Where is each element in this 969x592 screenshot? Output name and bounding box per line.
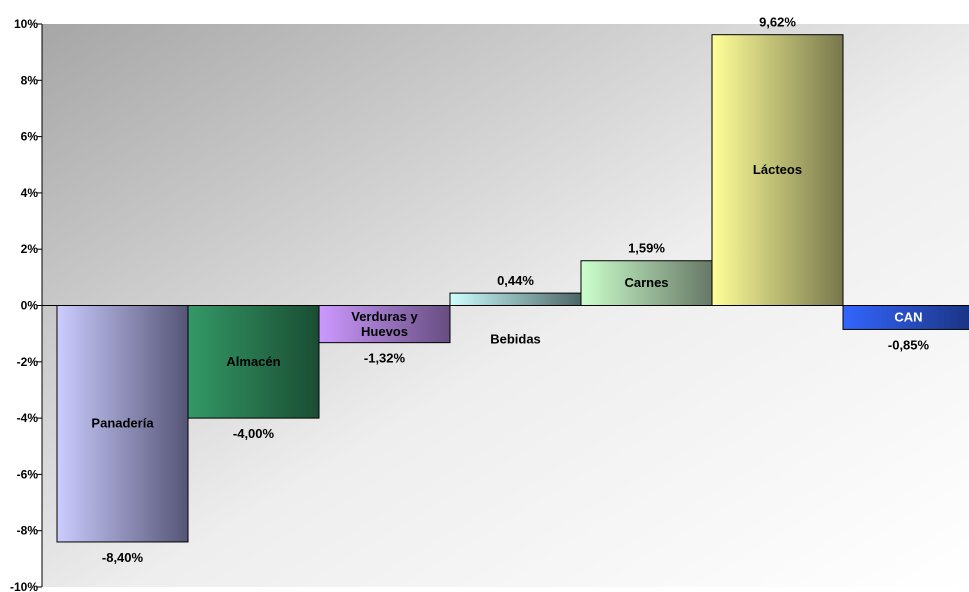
y-tick-label: 2%	[21, 242, 39, 256]
bar-bebidas	[449, 292, 582, 307]
y-tick-label: 8%	[21, 73, 39, 87]
value-label: -4,00%	[233, 426, 275, 441]
y-tick-label: -8%	[17, 524, 39, 538]
value-label: 9,62%	[759, 15, 796, 30]
bar-lacteos	[711, 34, 844, 307]
category-label: Lácteos	[753, 162, 802, 177]
bar-panaderia	[56, 305, 189, 543]
y-tick-label: 0%	[21, 299, 39, 313]
y-axis-ticks: 10% 8% 6% 4% 2% 0% -2% -4% -6% -8% -10%	[10, 17, 42, 592]
y-tick-label: 10%	[14, 17, 38, 31]
value-label: 1,59%	[628, 241, 665, 256]
y-tick-label: 6%	[21, 130, 39, 144]
value-label: 0,44%	[497, 273, 534, 288]
category-label: Carnes	[624, 275, 668, 290]
category-label: CAN	[894, 309, 922, 324]
category-label: Almacén	[226, 354, 280, 369]
category-label: Verduras y Huevos	[351, 309, 418, 339]
category-label: Panadería	[91, 416, 154, 431]
value-label: -8,40%	[102, 550, 144, 565]
bar-verduras-y-huevos	[318, 305, 451, 344]
bar-carnes	[580, 260, 713, 306]
y-tick-label: -2%	[17, 355, 39, 369]
y-tick-label: -6%	[17, 467, 39, 481]
category-label: Bebidas	[490, 332, 541, 347]
y-tick-label: 4%	[21, 186, 39, 200]
bars-group	[56, 34, 969, 543]
y-tick-label: -10%	[10, 580, 38, 592]
value-label: -1,32%	[364, 351, 406, 366]
y-tick-label: -4%	[17, 411, 39, 425]
value-label: -0,85%	[888, 337, 930, 352]
labels-group: Panadería -8,40% Almacén -4,00% Verduras y Hu…	[91, 15, 929, 565]
